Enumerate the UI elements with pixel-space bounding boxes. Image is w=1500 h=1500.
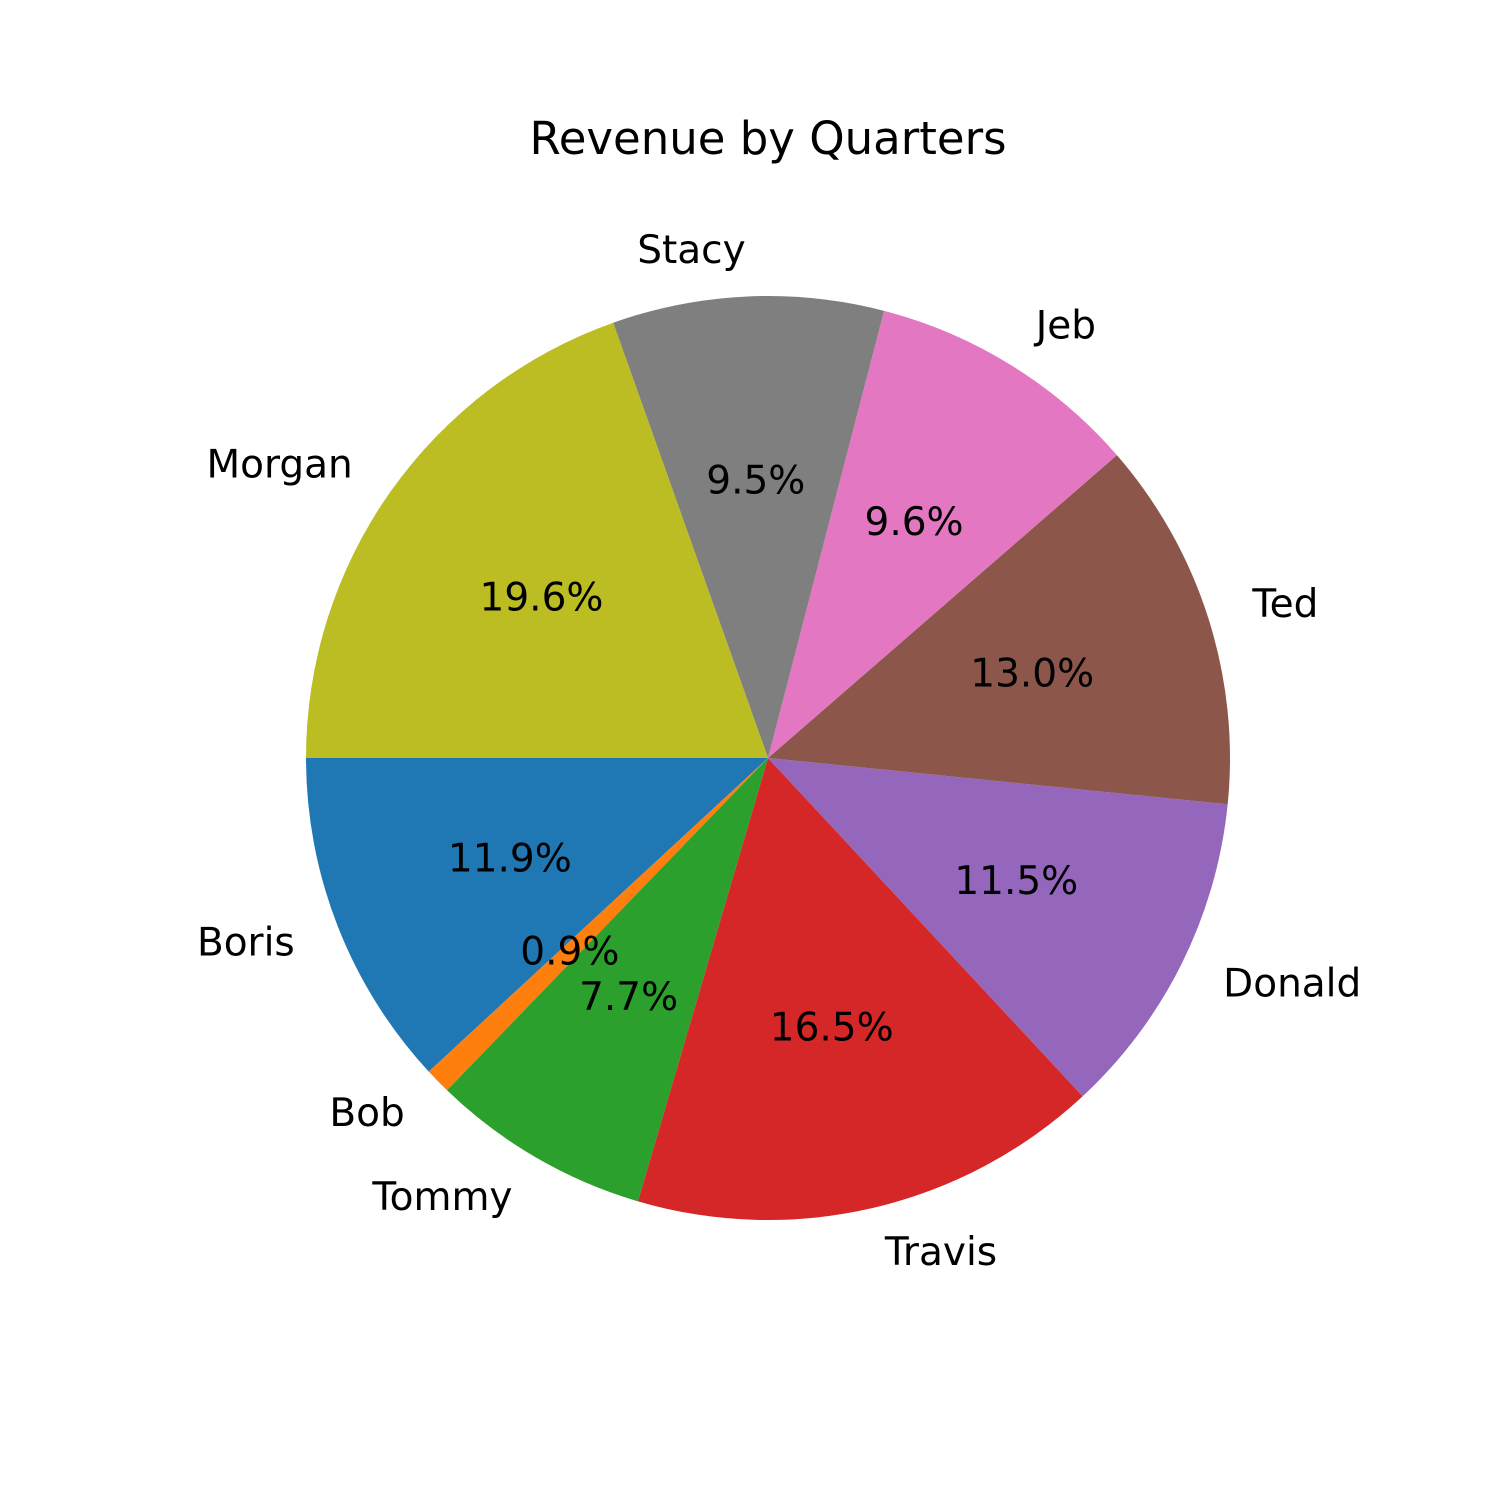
pie-slice-stacy bbox=[613, 296, 885, 758]
pct-label-bob: 0.9% bbox=[520, 929, 619, 974]
slice-label-stacy: Stacy bbox=[637, 228, 745, 273]
pct-label-travis: 16.5% bbox=[770, 1005, 894, 1050]
pct-label-donald: 11.5% bbox=[954, 859, 1078, 904]
pie-slice-jeb bbox=[768, 310, 1117, 758]
pie-slice-travis bbox=[637, 758, 1083, 1220]
slice-label-bob: Bob bbox=[329, 1091, 404, 1136]
slice-label-morgan: Morgan bbox=[207, 442, 353, 487]
pct-label-morgan: 19.6% bbox=[480, 576, 604, 621]
chart-title: Revenue by Quarters bbox=[529, 112, 1006, 165]
pie-slice-ted bbox=[768, 455, 1230, 805]
pct-label-boris: 11.9% bbox=[448, 837, 572, 882]
pie-slice-boris bbox=[306, 758, 768, 1072]
pie-slice-tommy bbox=[446, 758, 768, 1202]
pct-label-tommy: 7.7% bbox=[579, 975, 678, 1020]
pct-label-jeb: 9.6% bbox=[865, 500, 964, 545]
pie-slice-morgan bbox=[306, 322, 768, 758]
slice-label-travis: Travis bbox=[884, 1230, 997, 1275]
slice-label-boris: Boris bbox=[197, 921, 295, 966]
slice-label-donald: Donald bbox=[1223, 962, 1361, 1007]
pie-slice-bob bbox=[428, 758, 768, 1091]
pct-label-stacy: 9.5% bbox=[706, 459, 805, 504]
pie-slices bbox=[306, 296, 1230, 1220]
pie-slice-donald bbox=[768, 758, 1228, 1097]
pct-label-ted: 13.0% bbox=[970, 652, 1094, 697]
slice-labels: Boris Bob Tommy Travis Donald Ted Jeb Stacy Morg… bbox=[197, 228, 1361, 1275]
slice-label-ted: Ted bbox=[1251, 582, 1318, 627]
percentage-labels: 11.9% 0.9%7.7% 16.5% 11.5% 13.0% 9.6% 9.5% 19.6… bbox=[448, 459, 1094, 1051]
slice-label-tommy: Tommy bbox=[371, 1175, 512, 1220]
slice-label-jeb: Jeb bbox=[1033, 304, 1096, 349]
